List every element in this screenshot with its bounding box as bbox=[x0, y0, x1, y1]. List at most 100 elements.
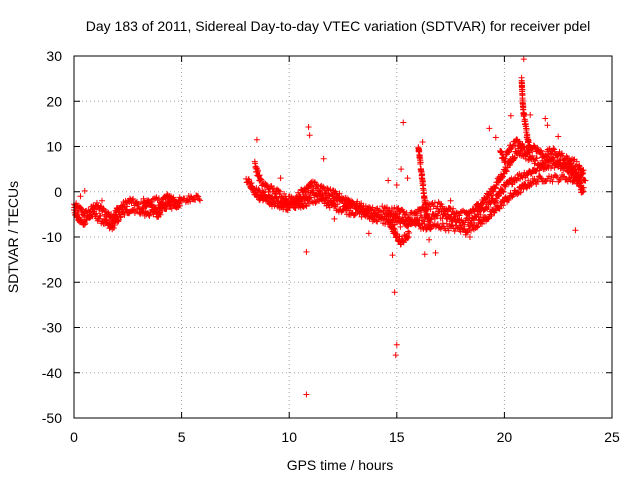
data-point bbox=[487, 211, 494, 218]
data-point bbox=[541, 163, 548, 170]
outlier-point bbox=[572, 227, 579, 234]
data-point bbox=[500, 189, 507, 196]
y-axis-label: SDTVAR / TECUs bbox=[5, 181, 21, 293]
outlier-point bbox=[331, 215, 338, 222]
data-point bbox=[374, 218, 381, 225]
data-point bbox=[306, 194, 313, 201]
data-point bbox=[443, 220, 450, 227]
y-tick-label: -40 bbox=[42, 365, 62, 381]
outlier-point bbox=[404, 175, 411, 182]
outlier-point bbox=[542, 115, 549, 122]
data-point bbox=[523, 126, 530, 133]
data-point bbox=[504, 196, 511, 203]
data-point bbox=[196, 196, 203, 203]
outlier-point bbox=[544, 122, 551, 129]
data-point bbox=[451, 228, 458, 235]
x-tick-label: 20 bbox=[497, 429, 513, 445]
outlier-point bbox=[306, 132, 313, 139]
outlier-point bbox=[507, 112, 514, 119]
data-point bbox=[163, 205, 170, 212]
data-point bbox=[471, 217, 478, 224]
data-point bbox=[499, 188, 506, 195]
data-point bbox=[93, 199, 100, 206]
data-point bbox=[195, 193, 202, 200]
data-point bbox=[531, 160, 538, 167]
data-point bbox=[556, 177, 563, 184]
data-point bbox=[192, 196, 199, 203]
outlier-point bbox=[392, 352, 399, 359]
data-point bbox=[320, 184, 327, 191]
outlier-point bbox=[419, 138, 426, 145]
data-point bbox=[277, 188, 284, 195]
data-point bbox=[254, 167, 261, 174]
x-tick-label: 0 bbox=[70, 429, 78, 445]
data-point bbox=[417, 159, 424, 166]
data-point bbox=[426, 218, 433, 225]
y-tick-label: 10 bbox=[46, 139, 62, 155]
data-point bbox=[397, 223, 404, 230]
data-point bbox=[405, 234, 412, 241]
data-point bbox=[270, 185, 277, 192]
data-point bbox=[121, 211, 128, 218]
outlier-point bbox=[466, 234, 473, 240]
data-point bbox=[445, 227, 452, 234]
data-point bbox=[178, 197, 185, 204]
data-point bbox=[472, 205, 479, 212]
data-point bbox=[470, 206, 477, 213]
data-point bbox=[501, 182, 508, 189]
data-point bbox=[477, 220, 484, 227]
data-point bbox=[485, 203, 492, 210]
data-point bbox=[273, 198, 280, 205]
data-point bbox=[140, 195, 147, 202]
outlier-point bbox=[398, 166, 405, 173]
data-point bbox=[372, 209, 379, 216]
outlier-point bbox=[277, 175, 284, 182]
outlier-point bbox=[393, 341, 400, 348]
data-point bbox=[420, 181, 427, 188]
data-point bbox=[298, 200, 305, 207]
data-point bbox=[580, 167, 587, 174]
data-point bbox=[480, 199, 487, 206]
data-point bbox=[523, 183, 530, 190]
y-tick-label: -30 bbox=[42, 320, 62, 336]
data-point bbox=[449, 221, 456, 228]
data-point bbox=[540, 164, 547, 171]
data-point bbox=[169, 197, 176, 204]
data-point bbox=[291, 200, 298, 207]
outlier-point bbox=[393, 181, 400, 188]
data-point bbox=[570, 156, 577, 163]
data-point bbox=[423, 226, 430, 233]
data-point bbox=[292, 204, 299, 211]
outlier-point bbox=[253, 136, 260, 143]
data-point bbox=[197, 197, 204, 204]
data-point bbox=[256, 172, 263, 179]
data-point bbox=[404, 214, 411, 221]
y-tick-label: 20 bbox=[46, 93, 62, 109]
y-tick-label: 0 bbox=[54, 184, 62, 200]
x-axis-label: GPS time / hours bbox=[287, 457, 394, 473]
data-point bbox=[494, 193, 501, 200]
y-tick-label: -50 bbox=[42, 410, 62, 426]
outlier-point bbox=[77, 193, 84, 200]
data-point bbox=[434, 212, 441, 219]
data-point bbox=[404, 235, 411, 242]
y-tick-label: 30 bbox=[46, 48, 62, 64]
outlier-point bbox=[303, 391, 310, 398]
outlier-point bbox=[331, 203, 338, 210]
data-point bbox=[418, 209, 425, 216]
data-point bbox=[263, 193, 270, 200]
data-point bbox=[110, 224, 117, 231]
data-point bbox=[450, 205, 457, 212]
x-tick-label: 10 bbox=[281, 429, 297, 445]
data-point bbox=[561, 173, 568, 180]
data-point bbox=[527, 170, 534, 177]
data-point bbox=[123, 206, 130, 213]
data-point bbox=[531, 175, 538, 182]
outlier-point bbox=[81, 187, 88, 194]
data-point bbox=[500, 202, 507, 209]
data-point bbox=[297, 193, 304, 200]
data-point bbox=[168, 205, 175, 212]
outlier-point bbox=[462, 231, 469, 238]
data-point bbox=[322, 189, 329, 196]
data-point bbox=[97, 212, 104, 219]
